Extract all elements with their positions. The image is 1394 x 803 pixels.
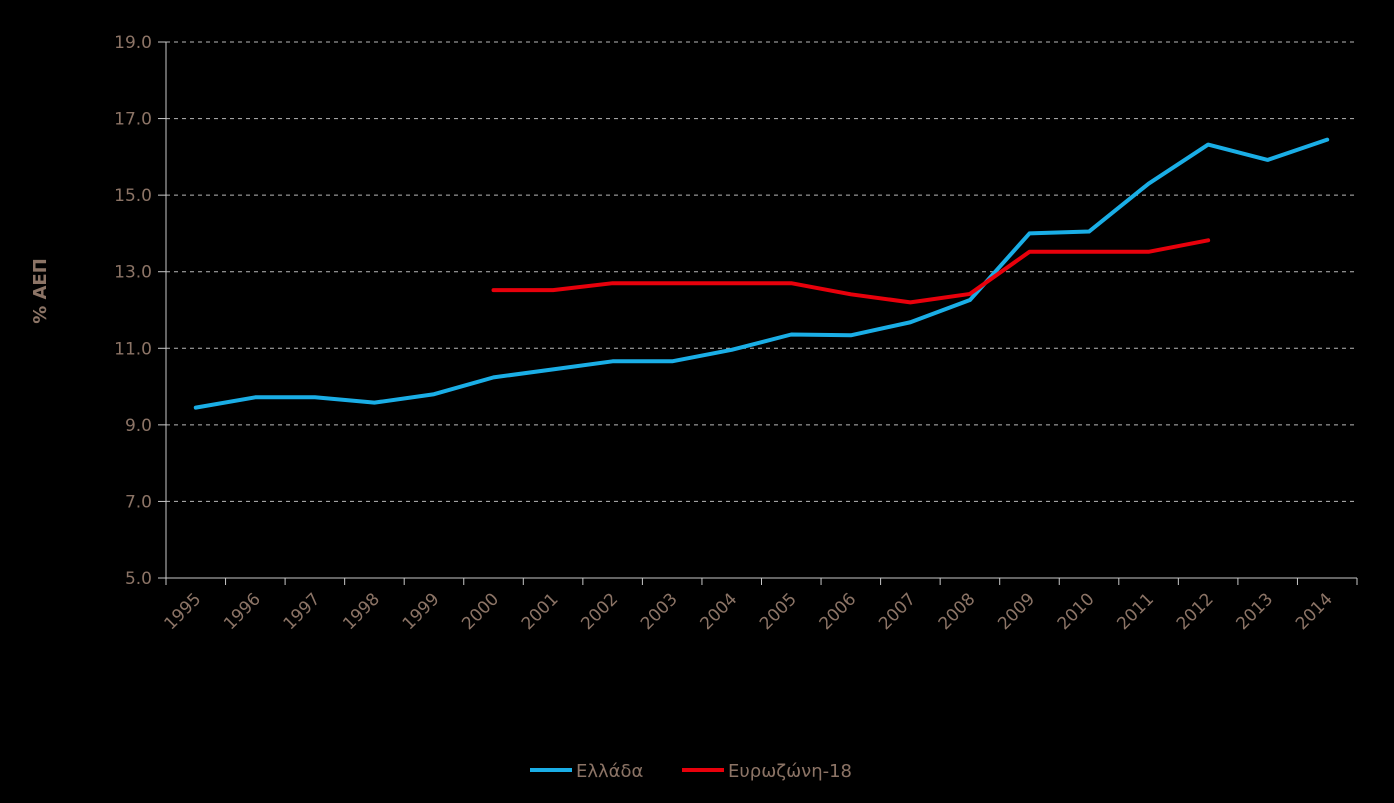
y-tick-label: 7.0 [125,492,152,512]
axes [158,41,1358,585]
series-line-0 [193,137,1330,410]
x-tick-label: 2014 [1292,589,1337,634]
y-tick-label: 19.0 [114,33,152,53]
y-tick-labels: 5.0 7.0 9.0 11.0 13.0 15.0 17.0 19.0 [114,33,152,589]
x-tick-label: 2006 [816,589,861,634]
x-tick-label: 2007 [875,589,920,634]
x-tick-label: 1997 [280,589,325,634]
y-tick-label: 11.0 [114,339,152,359]
legend-label: Ευρωζώνη-18 [728,761,852,782]
x-tick-label: 2002 [577,589,622,634]
x-tick-label: 1996 [220,589,265,634]
x-tick-label: 2005 [756,589,801,634]
x-tick-label: 2012 [1173,589,1218,634]
series-line-1 [491,238,1211,305]
y-tick-label: 5.0 [125,569,152,589]
y-tick-label: 15.0 [114,186,152,206]
y-axis-label: % ΑΕΠ [30,258,51,324]
gridlines [166,41,1357,502]
y-tick-label: 9.0 [125,416,152,436]
x-tick-label: 1995 [161,589,206,634]
x-tick-label: 1999 [399,589,444,634]
y-tick-label: 17.0 [114,110,152,130]
x-tick-label: 2001 [518,589,563,634]
y-tick-label: 13.0 [114,263,152,283]
x-tick-labels: 1995 1996 1997 1998 1999 2000 2001 2002 2003 2004… [161,589,1337,634]
legend: Ελλάδα Ευρωζώνη-18 [530,761,852,782]
x-tick-label: 2003 [637,589,682,634]
legend-label: Ελλάδα [576,761,643,782]
x-tick-label: 2004 [697,589,742,634]
x-tick-label: 2008 [935,589,980,634]
x-tick-label: 1998 [339,589,384,634]
series-lines [193,137,1330,410]
x-tick-label: 2000 [458,589,503,634]
x-tick-label: 2011 [1113,589,1158,634]
x-tick-label: 2010 [1054,589,1099,634]
x-tick-label: 2009 [994,589,1039,634]
x-tick-label: 2013 [1232,589,1277,634]
